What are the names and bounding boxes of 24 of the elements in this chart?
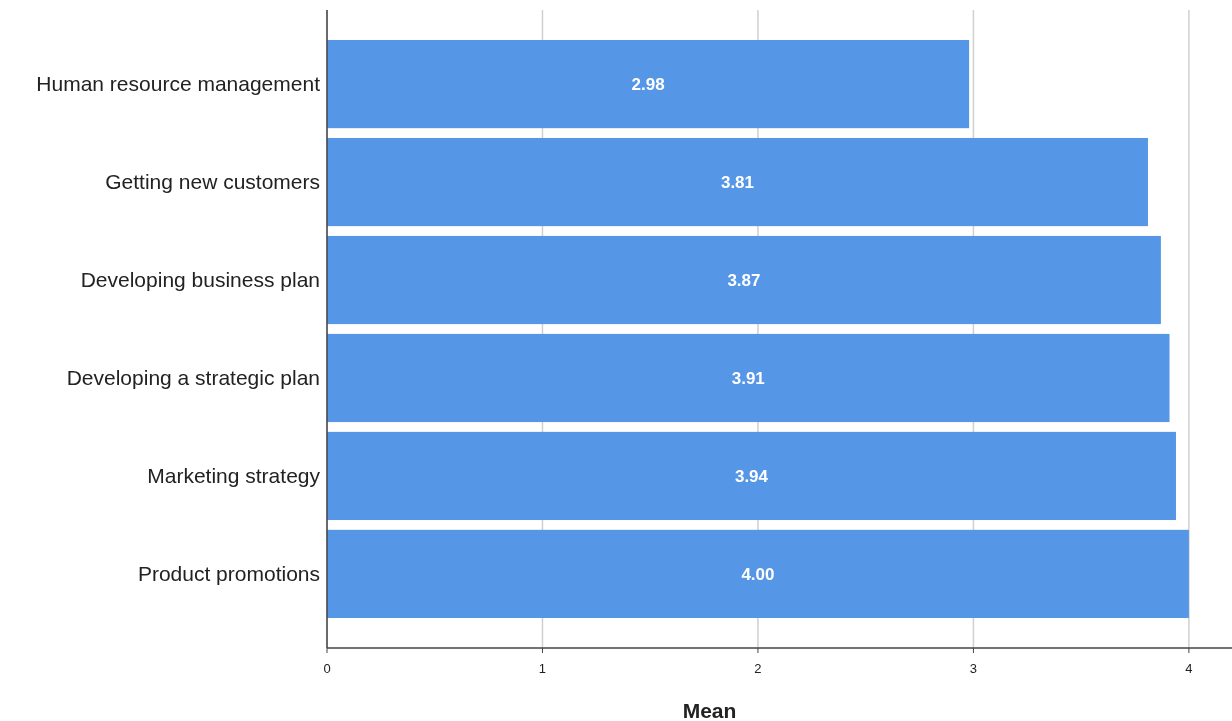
bar <box>327 431 1176 521</box>
x-tick-label: 3 <box>969 661 978 676</box>
x-tick-label: 2 <box>754 661 762 676</box>
x-tick-label: 4 <box>1185 661 1193 676</box>
data-label: 3.81 <box>720 173 755 192</box>
y-tick-label: Developing a strategic plan <box>66 366 320 390</box>
bar <box>327 137 1148 227</box>
bar <box>327 333 1170 423</box>
bar <box>327 529 1189 618</box>
x-tick-label: 0 <box>323 661 331 676</box>
bar <box>327 235 1161 325</box>
data-label: 3.87 <box>727 270 761 290</box>
data-label: 3.94 <box>734 466 769 486</box>
data-label: 4.00 <box>741 564 775 584</box>
bar <box>327 40 970 129</box>
data-label: 3.91 <box>731 368 765 388</box>
y-tick-label: Developing business plan <box>80 268 320 292</box>
data-label: 2.98 <box>631 75 665 95</box>
x-tick-label: 1 <box>538 661 547 676</box>
x-axis-title: Mean <box>682 699 737 721</box>
y-tick-label: Getting new customers <box>105 170 320 194</box>
y-tick-label: Human resource management <box>36 72 321 96</box>
y-tick-label: Product promotions <box>137 562 320 586</box>
y-tick-label: Marketing strategy <box>147 464 321 488</box>
